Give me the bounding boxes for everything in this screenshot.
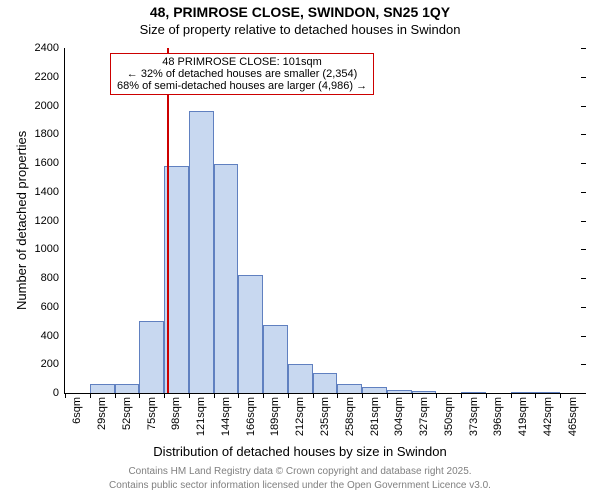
y-tick-label: 1800 [35, 128, 65, 140]
x-tick-mark [560, 393, 561, 398]
x-tick-mark [65, 393, 66, 398]
y-tick-mark [581, 134, 586, 135]
x-tick-mark [511, 393, 512, 398]
x-tick-mark [263, 393, 264, 398]
x-tick-label: 258sqm [344, 397, 356, 436]
x-tick-mark [214, 393, 215, 398]
x-tick-label: 304sqm [393, 397, 405, 436]
histogram-bar [337, 384, 362, 393]
y-tick-label: 2200 [35, 71, 65, 83]
x-tick-label: 52sqm [121, 397, 133, 430]
x-tick-label: 189sqm [269, 397, 281, 436]
y-tick-mark [581, 163, 586, 164]
x-tick-mark [313, 393, 314, 398]
x-tick-label: 396sqm [492, 397, 504, 436]
y-tick-label: 800 [41, 272, 65, 284]
x-tick-mark [238, 393, 239, 398]
y-tick-mark [581, 48, 586, 49]
histogram-bar [214, 164, 239, 393]
y-axis-label: Number of detached properties [14, 131, 29, 310]
x-tick-mark [288, 393, 289, 398]
y-tick-mark [581, 249, 586, 250]
histogram-bar [189, 111, 214, 393]
histogram-bar [535, 392, 560, 393]
annotation-line-2: ← 32% of detached houses are smaller (2,… [117, 68, 367, 80]
y-tick-label: 1200 [35, 215, 65, 227]
y-tick-label: 0 [53, 387, 65, 399]
histogram-bar [362, 387, 387, 393]
property-marker-line [167, 48, 169, 393]
x-tick-mark [164, 393, 165, 398]
histogram-bar [511, 392, 536, 393]
histogram-bar [90, 384, 115, 393]
annotation-line-1: 48 PRIMROSE CLOSE: 101sqm [117, 56, 367, 68]
y-tick-mark [581, 278, 586, 279]
y-tick-mark [581, 364, 586, 365]
x-tick-label: 29sqm [96, 397, 108, 430]
x-tick-label: 212sqm [294, 397, 306, 436]
y-tick-mark [581, 336, 586, 337]
y-tick-label: 1400 [35, 186, 65, 198]
y-tick-label: 1000 [35, 243, 65, 255]
y-tick-mark [581, 77, 586, 78]
histogram-bar [412, 391, 437, 393]
x-tick-mark [90, 393, 91, 398]
footer-line-1: Contains HM Land Registry data © Crown c… [0, 466, 600, 477]
y-tick-mark [581, 393, 586, 394]
chart-subtitle: Size of property relative to detached ho… [0, 22, 600, 37]
histogram-bar [115, 384, 140, 393]
x-tick-label: 281sqm [369, 397, 381, 436]
x-tick-mark [461, 393, 462, 398]
y-tick-label: 2400 [35, 42, 65, 54]
histogram-bar [139, 321, 164, 393]
x-tick-label: 442sqm [542, 397, 554, 436]
histogram-bar [288, 364, 313, 393]
x-tick-mark [535, 393, 536, 398]
x-tick-label: 373sqm [468, 397, 480, 436]
x-tick-mark [337, 393, 338, 398]
annotation-box: 48 PRIMROSE CLOSE: 101sqm← 32% of detach… [110, 53, 374, 95]
x-tick-mark [436, 393, 437, 398]
x-tick-label: 75sqm [146, 397, 158, 430]
x-tick-mark [387, 393, 388, 398]
x-axis-label: Distribution of detached houses by size … [0, 444, 600, 459]
y-tick-label: 200 [41, 358, 65, 370]
x-tick-label: 350sqm [443, 397, 455, 436]
histogram-bar [461, 392, 486, 393]
x-tick-label: 166sqm [245, 397, 257, 436]
y-tick-label: 600 [41, 301, 65, 313]
plot-area: 0200400600800100012001400160018002000220… [64, 48, 585, 394]
x-tick-label: 6sqm [71, 397, 83, 424]
histogram-bar [313, 373, 338, 393]
x-tick-mark [412, 393, 413, 398]
x-tick-label: 327sqm [418, 397, 430, 436]
y-tick-mark [581, 192, 586, 193]
x-tick-label: 235sqm [319, 397, 331, 436]
x-tick-label: 144sqm [220, 397, 232, 436]
x-tick-mark [362, 393, 363, 398]
x-tick-label: 98sqm [170, 397, 182, 430]
y-tick-label: 1600 [35, 157, 65, 169]
chart-title: 48, PRIMROSE CLOSE, SWINDON, SN25 1QY [0, 4, 600, 20]
histogram-bar [263, 325, 288, 393]
y-tick-label: 400 [41, 330, 65, 342]
annotation-line-3: 68% of semi-detached houses are larger (… [117, 80, 367, 92]
x-tick-label: 465sqm [567, 397, 579, 436]
chart-container: { "title": "48, PRIMROSE CLOSE, SWINDON,… [0, 0, 600, 500]
x-tick-mark [486, 393, 487, 398]
histogram-bar [387, 390, 412, 393]
footer-line-2: Contains public sector information licen… [0, 480, 600, 491]
y-tick-mark [581, 307, 586, 308]
y-tick-mark [581, 106, 586, 107]
x-tick-mark [189, 393, 190, 398]
x-tick-label: 121sqm [195, 397, 207, 436]
histogram-bar [238, 275, 263, 393]
x-tick-label: 419sqm [517, 397, 529, 436]
y-tick-label: 2000 [35, 100, 65, 112]
x-tick-mark [115, 393, 116, 398]
y-tick-mark [581, 221, 586, 222]
x-tick-mark [139, 393, 140, 398]
